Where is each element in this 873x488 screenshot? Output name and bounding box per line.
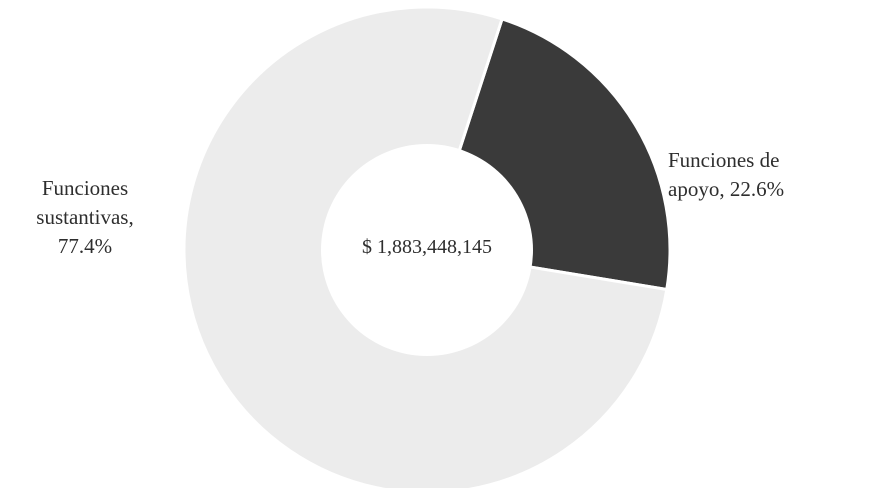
slice-label-line: Funciones bbox=[41, 176, 129, 200]
slice-label-line: 77.4% bbox=[57, 234, 113, 258]
donut-hole bbox=[321, 144, 533, 356]
slice-label-funciones-sustantivas: Funciones sustantivas, 77.4% bbox=[10, 174, 160, 261]
slice-label-line: sustantivas, bbox=[36, 205, 134, 229]
slice-label-funciones-de-apoyo: Funciones de apoyo, 22.6% bbox=[668, 146, 873, 204]
center-total-label: $ 1,883,448,145 bbox=[362, 236, 492, 258]
slice-label-line: Funciones de bbox=[668, 148, 780, 172]
slice-label-line: apoyo, 22.6% bbox=[668, 177, 785, 201]
